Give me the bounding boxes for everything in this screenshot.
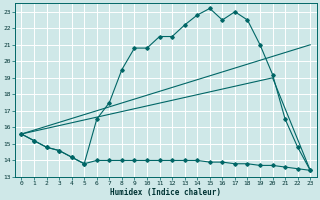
X-axis label: Humidex (Indice chaleur): Humidex (Indice chaleur): [110, 188, 221, 197]
